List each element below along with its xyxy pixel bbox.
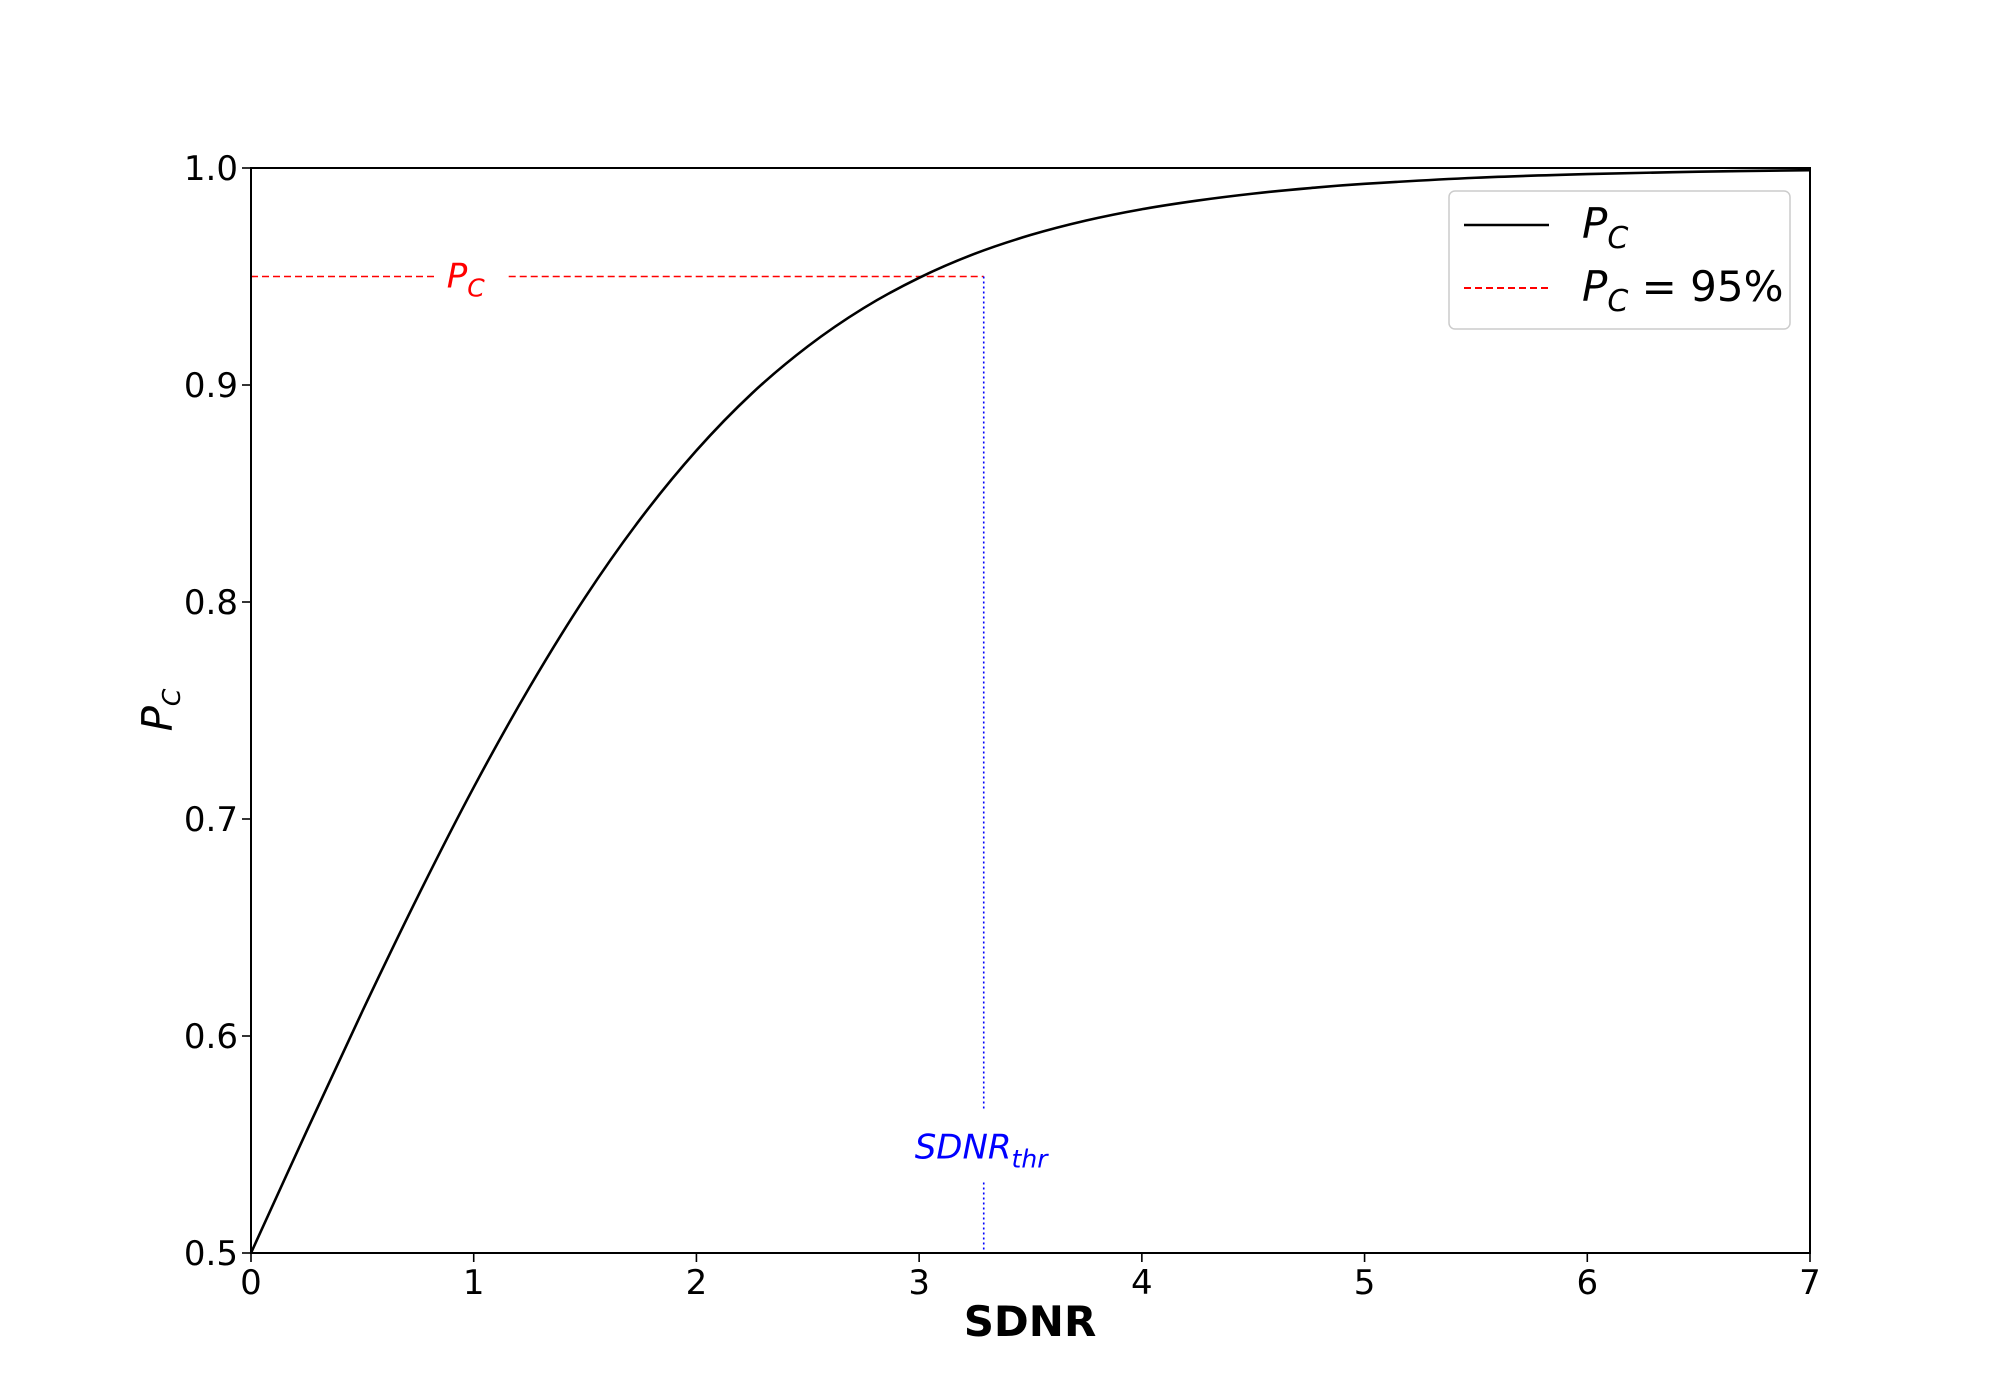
threshold-label: PC <box>447 257 486 303</box>
x-tick-label: 5 <box>1354 1263 1376 1303</box>
legend-label-pc: PC <box>1582 199 1628 256</box>
y-axis-title: PC <box>133 688 186 731</box>
x-tick-label: 7 <box>1799 1263 1821 1303</box>
y-tick-label: 0.9 <box>184 366 238 406</box>
x-tick-label: 2 <box>686 1263 708 1303</box>
x-tick-label: 0 <box>240 1263 262 1303</box>
axis-ticks: 0 1 2 3 4 5 6 7 0.5 0.6 0.7 0.8 0.9 1.0 <box>184 149 1821 1303</box>
plot-lines <box>249 168 1811 1254</box>
y-tick-label: 0.5 <box>184 1234 238 1274</box>
x-tick-label: 3 <box>908 1263 930 1303</box>
x-tick-label: 6 <box>1576 1263 1598 1303</box>
y-tick-label: 1.0 <box>184 149 238 189</box>
sdnr-threshold-label: SDNRthr <box>915 1128 1049 1174</box>
x-axis-title: SDNR <box>964 1297 1097 1346</box>
x-tick-label: 4 <box>1131 1263 1153 1303</box>
y-tick-label: 0.7 <box>184 800 238 840</box>
legend-label-threshold: PC = 95% <box>1582 262 1784 319</box>
annotations: PC SDNRthr <box>447 257 1049 1174</box>
plot-frame <box>250 167 1811 1254</box>
pc-curve-line <box>249 168 1811 1254</box>
x-tick-label: 1 <box>463 1263 485 1303</box>
y-tick-label: 0.6 <box>184 1017 238 1057</box>
legend: PC PC = 95% <box>1448 190 1791 330</box>
y-tick-label: 0.8 <box>184 583 238 623</box>
